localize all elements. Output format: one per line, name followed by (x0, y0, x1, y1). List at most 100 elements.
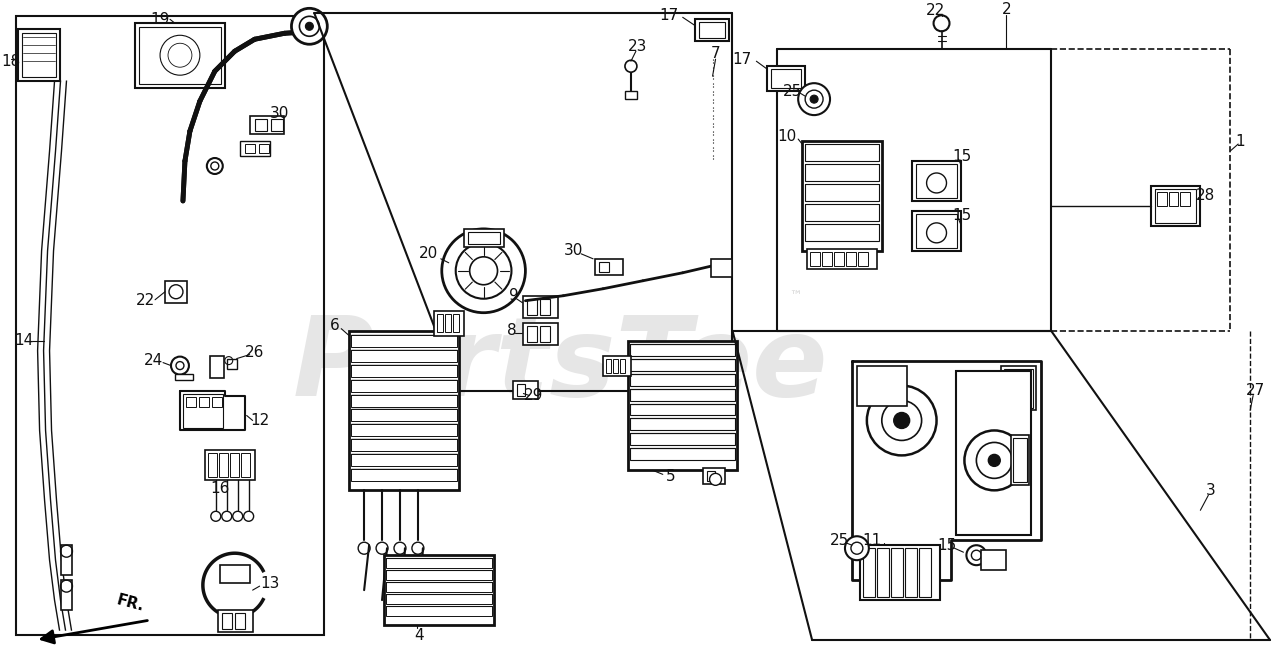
Bar (805, 184, 879, 201)
Bar (255, 119, 266, 131)
Bar (707, 471, 714, 481)
Bar (436, 314, 443, 331)
Bar (695, 20, 730, 41)
Bar (628, 340, 737, 471)
Bar (805, 224, 879, 241)
Circle shape (394, 542, 406, 554)
Bar (244, 144, 255, 153)
Bar (527, 299, 538, 314)
Bar (218, 610, 252, 632)
Bar (453, 314, 458, 331)
Circle shape (243, 511, 253, 521)
Bar (620, 359, 625, 372)
Bar (210, 355, 224, 378)
Bar (860, 546, 940, 600)
Text: 15: 15 (952, 208, 972, 223)
Bar (270, 119, 283, 131)
Text: PartsTee: PartsTee (292, 312, 828, 419)
Bar (183, 394, 223, 428)
Text: 6: 6 (329, 318, 339, 333)
Text: 13: 13 (260, 575, 279, 590)
Text: 22: 22 (925, 3, 945, 18)
Bar (211, 396, 221, 406)
Bar (239, 141, 270, 156)
Bar (387, 582, 492, 592)
Bar (221, 613, 232, 629)
Bar (434, 311, 463, 336)
Bar (630, 389, 736, 400)
Bar (846, 252, 856, 266)
Bar (982, 550, 1006, 570)
Text: 18: 18 (1, 54, 20, 69)
Bar (1011, 436, 1029, 486)
Bar (630, 419, 736, 430)
Bar (351, 439, 457, 451)
Text: 24: 24 (143, 353, 163, 368)
Text: 8: 8 (507, 323, 516, 338)
Bar (205, 450, 255, 480)
Bar (630, 374, 736, 385)
Text: 3: 3 (1206, 483, 1215, 498)
Bar (1155, 189, 1197, 223)
Bar (220, 565, 250, 583)
Bar (905, 548, 916, 597)
Bar (1151, 186, 1201, 226)
Bar (863, 548, 874, 597)
Circle shape (933, 16, 950, 31)
Bar (527, 326, 538, 342)
Circle shape (292, 8, 328, 44)
Bar (351, 409, 457, 421)
Text: 2: 2 (1001, 2, 1011, 17)
Text: 17: 17 (733, 51, 753, 66)
Bar (517, 383, 525, 396)
Circle shape (211, 511, 220, 521)
Bar (186, 396, 196, 406)
Bar (351, 365, 457, 376)
Text: 28: 28 (1196, 188, 1215, 204)
Bar (1169, 192, 1179, 206)
Bar (1180, 192, 1190, 206)
Text: 19: 19 (150, 12, 170, 27)
Bar (805, 144, 879, 161)
Bar (915, 214, 957, 248)
Bar (387, 558, 492, 568)
Bar (18, 29, 59, 81)
Bar (234, 613, 244, 629)
Text: 23: 23 (628, 39, 648, 54)
Bar (630, 434, 736, 445)
Bar (603, 355, 631, 376)
Bar (351, 335, 457, 346)
Bar (524, 296, 558, 318)
Bar (227, 359, 237, 368)
Bar (911, 161, 961, 201)
Bar (165, 281, 187, 303)
Bar (384, 555, 494, 625)
Circle shape (625, 61, 637, 72)
Text: 25: 25 (831, 533, 850, 547)
Bar (387, 594, 492, 604)
Text: 10: 10 (777, 128, 797, 144)
Bar (877, 548, 888, 597)
Text: 12: 12 (250, 413, 269, 428)
Bar (351, 454, 457, 466)
Bar (699, 22, 724, 38)
Bar (772, 69, 801, 88)
Text: 27: 27 (1245, 383, 1265, 398)
Circle shape (442, 229, 525, 312)
Circle shape (867, 385, 937, 456)
Bar (1005, 368, 1033, 408)
Bar (229, 453, 238, 477)
Text: 25: 25 (782, 84, 801, 99)
Bar (1157, 192, 1166, 206)
Bar (250, 116, 284, 134)
Bar (595, 259, 623, 275)
Bar (351, 469, 457, 481)
Text: 20: 20 (420, 246, 439, 261)
Circle shape (810, 95, 818, 103)
Bar (259, 144, 269, 153)
Circle shape (709, 473, 722, 486)
Bar (613, 359, 618, 372)
Bar (219, 453, 228, 477)
Bar (630, 404, 736, 415)
Text: 4: 4 (413, 628, 424, 643)
